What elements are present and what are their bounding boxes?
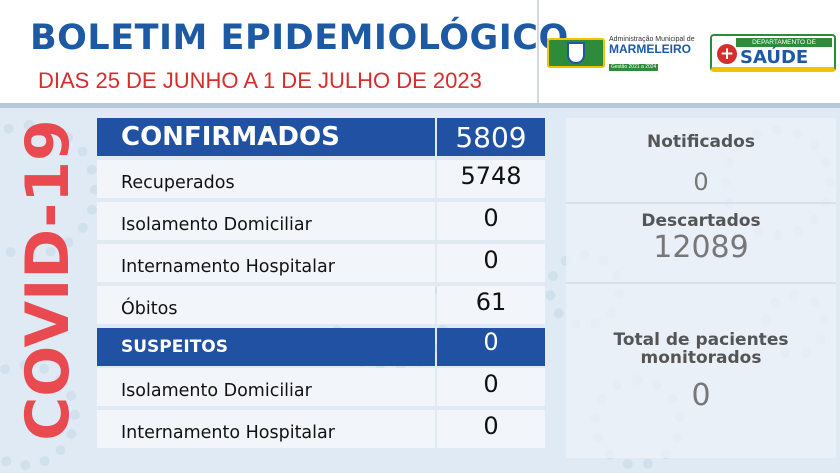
panel-divider [566,202,836,204]
notificados-value: 0 [693,168,709,196]
header-divider [537,0,539,103]
virus-background-icon [0,120,100,260]
table-row-label: Isolamento Domiciliar [97,368,435,406]
municipal-logo-name: MARMELEIRO [609,41,691,56]
table-row-value: 0 [437,202,545,240]
covid-side-text: COVID-19 [13,119,83,441]
municipal-logo: Administração Municipal de MARMELEIRO Ge… [547,35,697,71]
panel-divider [566,282,836,284]
monitorados-label-line1: Total de pacientes [613,330,789,350]
table-row-value: 0 [437,244,545,282]
notificados-label: Notificados [647,132,755,152]
page-subtitle: DIAS 25 DE JUNHO A 1 DE JULHO DE 2023 [38,68,482,93]
table-row-value: 61 [437,286,545,324]
table-row-value: 0 [437,410,545,448]
table-row-value: 5748 [437,160,545,198]
table-row: Recuperados 5748 [97,160,545,200]
table-row-label: Internamento Hospitalar [97,410,435,448]
table-row: Internamento Hospitalar 0 [97,244,545,284]
table-row-label: SUSPEITOS [97,328,435,366]
page-title: BOLETIM EPIDEMIOLÓGICO [30,18,569,58]
descartados-label: Descartados [641,211,761,231]
municipal-logo-gestao: Gestão 2021 a 2024 [609,63,659,71]
header-divider-bar [0,103,840,108]
table-row-label: Óbitos [97,286,435,324]
municipal-logo-line1: Administração Municipal de [609,35,695,43]
table-row-confirmados: CONFIRMADOS 5809 [97,118,545,158]
header: BOLETIM EPIDEMIOLÓGICO DIAS 25 DE JUNHO … [0,0,840,103]
table-row: Isolamento Domiciliar 0 [97,202,545,242]
table-row-label: Recuperados [97,160,435,198]
table-row-suspeitos: SUSPEITOS 0 [97,328,545,368]
table-row: Óbitos 61 [97,286,545,326]
table-row: Isolamento Domiciliar 0 [97,368,545,408]
table-row-label: Internamento Hospitalar [97,244,435,282]
saude-logo: DEPARTAMENTO DE + SAÚDE [710,34,836,72]
monitorados-label-line2: monitorados [640,348,762,368]
covid-side-label: COVID-19 [8,119,88,441]
table-row-value: 0 [437,368,545,406]
cross-icon: + [717,44,737,64]
table-row-value: 5809 [437,118,545,156]
table-row-label: CONFIRMADOS [97,118,435,156]
summary-panel: Notificados 0 Descartados 12089 Total de… [566,118,836,458]
descartados-value: 12089 [653,230,749,265]
table-row-label: Isolamento Domiciliar [97,202,435,240]
table-row: Internamento Hospitalar 0 [97,410,545,450]
virus-background-icon [0,360,80,470]
table-row-value: 0 [437,328,545,366]
monitorados-value: 0 [691,378,711,413]
crest-icon [547,38,605,68]
saude-logo-name: SAÚDE [740,47,809,68]
saude-logo-dept: DEPARTAMENTO DE [736,38,832,47]
